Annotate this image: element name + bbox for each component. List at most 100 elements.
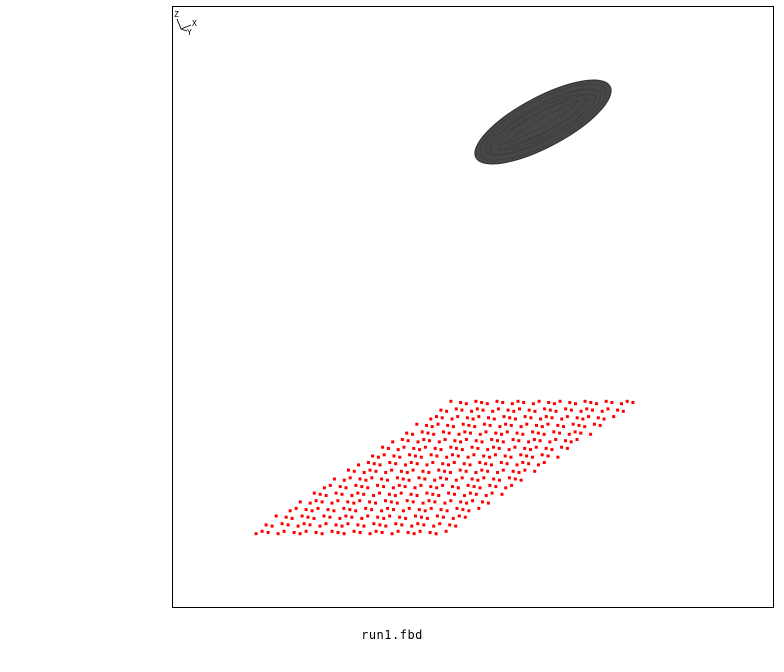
point-marker	[453, 492, 456, 496]
point-marker	[364, 506, 368, 510]
point-marker	[308, 501, 312, 505]
point-marker	[433, 478, 437, 482]
point-marker	[474, 471, 478, 474]
point-marker	[414, 514, 417, 518]
point-marker	[372, 462, 376, 466]
point-marker	[484, 462, 488, 466]
point-marker	[423, 445, 427, 449]
point-marker	[513, 445, 517, 449]
point-marker	[342, 478, 346, 482]
point-marker	[471, 499, 475, 503]
point-marker	[417, 476, 421, 480]
point-marker	[533, 409, 537, 413]
point-marker	[510, 483, 514, 487]
point-cloud[interactable]	[254, 399, 635, 536]
point-marker	[625, 399, 629, 403]
point-marker	[554, 409, 558, 413]
point-marker	[332, 477, 336, 481]
point-marker	[320, 500, 324, 504]
point-marker	[573, 430, 577, 434]
point-marker	[368, 468, 372, 472]
axis-label-z: Z	[174, 10, 179, 19]
point-marker	[497, 446, 501, 450]
point-marker	[523, 415, 527, 419]
point-marker	[290, 516, 294, 520]
point-marker	[463, 515, 467, 519]
point-marker	[366, 514, 370, 518]
point-marker	[362, 471, 366, 474]
point-marker	[482, 476, 486, 480]
point-marker	[511, 469, 515, 473]
point-marker	[564, 407, 568, 411]
point-marker	[302, 522, 306, 526]
point-marker	[509, 455, 513, 459]
point-marker	[482, 454, 486, 458]
ellipsoid-shape[interactable]	[464, 64, 622, 180]
axis-label-y: Y	[187, 28, 192, 37]
point-marker	[631, 401, 635, 404]
point-marker	[435, 486, 439, 490]
point-marker	[340, 524, 344, 528]
point-marker	[461, 422, 465, 426]
point-marker	[408, 453, 412, 457]
point-marker	[409, 492, 413, 496]
point-marker	[554, 438, 558, 441]
point-marker	[445, 509, 449, 513]
point-marker	[342, 506, 346, 510]
point-marker	[581, 417, 585, 421]
point-marker	[606, 407, 610, 411]
point-marker	[352, 529, 356, 533]
point-marker	[486, 469, 490, 473]
scene-graphics	[254, 64, 635, 536]
point-marker	[550, 448, 554, 452]
point-marker	[298, 500, 302, 504]
point-marker	[429, 506, 433, 510]
point-marker	[364, 478, 368, 482]
point-marker	[478, 461, 482, 464]
point-marker	[548, 408, 552, 412]
viewport-canvas[interactable]: Z Y X	[172, 6, 774, 608]
point-marker	[280, 522, 284, 526]
point-marker	[610, 401, 614, 404]
point-marker	[354, 509, 358, 513]
point-marker	[338, 485, 342, 489]
point-marker	[461, 508, 465, 512]
point-marker	[470, 477, 474, 481]
point-marker	[443, 438, 447, 441]
point-marker	[310, 509, 314, 513]
point-marker	[439, 508, 443, 512]
point-marker	[371, 454, 375, 458]
point-marker	[492, 417, 496, 421]
point-marker	[374, 469, 378, 473]
point-marker	[498, 425, 502, 429]
point-marker	[387, 492, 391, 496]
point-marker	[350, 515, 354, 519]
point-marker	[490, 491, 494, 495]
point-marker	[521, 432, 525, 436]
point-marker	[411, 432, 414, 436]
point-marker	[358, 477, 362, 481]
point-marker	[368, 532, 372, 536]
point-marker	[449, 399, 453, 403]
point-marker	[404, 463, 407, 467]
point-marker	[358, 531, 362, 534]
point-marker	[433, 500, 437, 504]
point-marker	[344, 486, 348, 490]
point-marker	[456, 486, 460, 490]
point-marker	[409, 461, 413, 464]
point-marker	[488, 423, 492, 427]
point-marker	[318, 524, 322, 528]
point-marker	[505, 430, 509, 434]
point-marker	[469, 431, 472, 435]
point-marker	[425, 423, 428, 427]
point-marker	[467, 423, 471, 427]
point-marker	[405, 471, 409, 474]
point-marker	[501, 468, 505, 472]
point-marker	[451, 516, 455, 520]
point-marker	[451, 453, 454, 457]
point-marker	[552, 402, 556, 406]
point-marker	[521, 461, 525, 464]
point-marker	[428, 439, 431, 443]
point-marker	[494, 431, 498, 435]
point-marker	[405, 431, 409, 435]
